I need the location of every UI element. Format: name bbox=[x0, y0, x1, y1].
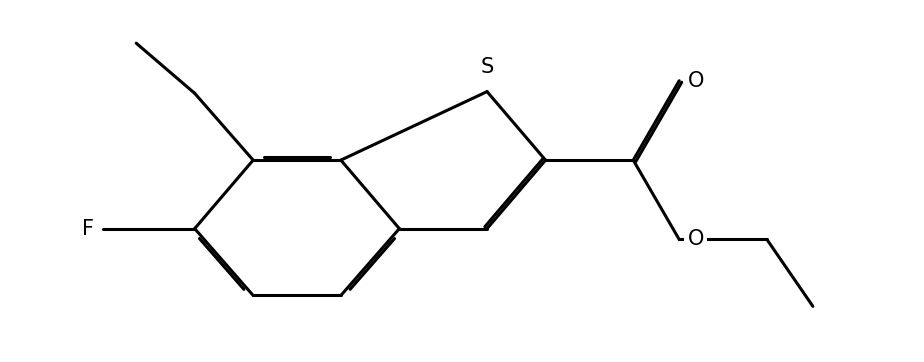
Text: O: O bbox=[687, 230, 704, 249]
Text: F: F bbox=[82, 219, 94, 239]
Text: O: O bbox=[687, 71, 704, 91]
Text: S: S bbox=[480, 56, 493, 77]
